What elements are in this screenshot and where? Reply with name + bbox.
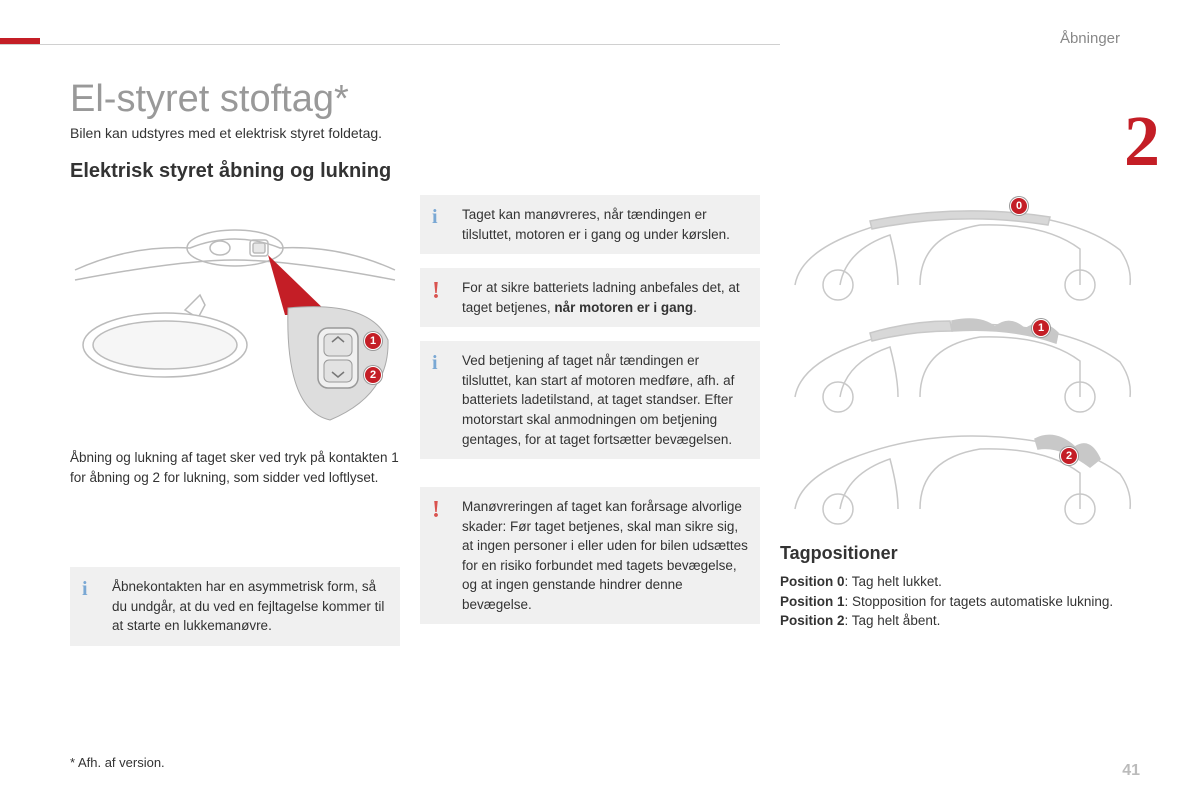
- tagpositioner-heading: Tagpositioner: [780, 543, 1140, 564]
- position-badge-0: 0: [1010, 197, 1028, 215]
- info-box-text: Ved betjening af taget når tændingen er …: [462, 353, 734, 446]
- car-position-2: 2: [780, 419, 1140, 531]
- position-badge-1: 1: [1032, 319, 1050, 337]
- warning-text-post: .: [693, 300, 697, 315]
- page-title: El-styret stoftag*: [70, 78, 349, 121]
- position-2-line: Position 2: Tag helt åbent.: [780, 611, 1140, 631]
- position-0-line: Position 0: Tag helt lukket.: [780, 572, 1140, 592]
- page-number: 41: [1122, 762, 1140, 780]
- car-position-1: 1: [780, 307, 1140, 419]
- info-box-ignition: i Ved betjening af taget når tændingen e…: [420, 341, 760, 459]
- position-1-line: Position 1: Stopposition for tagets auto…: [780, 592, 1140, 612]
- warning-text: Manøvreringen af taget kan forårsage alv…: [462, 499, 748, 612]
- warning-text-bold: når motoren er i gang: [554, 300, 693, 315]
- position-0-text: : Tag helt lukket.: [845, 574, 942, 589]
- info-box-operation: i Taget kan manøvreres, når tændingen er…: [420, 195, 760, 254]
- info-icon: i: [82, 575, 88, 604]
- column-2: i Taget kan manøvreres, når tændingen er…: [420, 195, 760, 638]
- position-1-text: : Stopposition for tagets automatiske lu…: [845, 594, 1114, 609]
- info-icon: i: [432, 349, 438, 378]
- info-box-text: Åbnekontakten har en asymmetrisk form, s…: [112, 579, 384, 633]
- position-1-label: Position 1: [780, 594, 845, 609]
- column-3: 0 1 2 T: [780, 195, 1140, 631]
- section-heading: Elektrisk styret åbning og lukning: [70, 160, 391, 183]
- page-subtitle: Bilen kan udstyres med et elektrisk styr…: [70, 125, 382, 141]
- callout-badge-1: 1: [364, 332, 382, 350]
- callout-badge-2: 2: [364, 366, 382, 384]
- warning-icon: !: [432, 274, 440, 309]
- warning-box-battery: ! For at sikre batteriets ladning anbefa…: [420, 268, 760, 327]
- info-box-text: Taget kan manøvreres, når tændingen er t…: [462, 207, 730, 242]
- info-box-asymmetric: i Åbnekontakten har en asymmetrisk form,…: [70, 567, 400, 646]
- warning-icon: !: [432, 493, 440, 528]
- car-position-0: 0: [780, 195, 1140, 307]
- footnote: * Afh. af version.: [70, 755, 165, 770]
- position-0-label: Position 0: [780, 574, 845, 589]
- position-2-text: : Tag helt åbent.: [845, 613, 941, 628]
- header-divider: [0, 44, 780, 45]
- info-icon: i: [432, 203, 438, 232]
- warning-box-injury: ! Manøvreringen af taget kan forårsage a…: [420, 487, 760, 624]
- position-2-label: Position 2: [780, 613, 845, 628]
- chapter-number: 2: [1124, 100, 1160, 183]
- column-1: 1 2 Åbning og lukning af taget sker ved …: [70, 200, 400, 660]
- overhead-console-diagram: 1 2: [70, 200, 400, 430]
- section-label: Åbninger: [1060, 30, 1120, 47]
- operation-text: Åbning og lukning af taget sker ved tryk…: [70, 448, 400, 487]
- position-badge-2: 2: [1060, 447, 1078, 465]
